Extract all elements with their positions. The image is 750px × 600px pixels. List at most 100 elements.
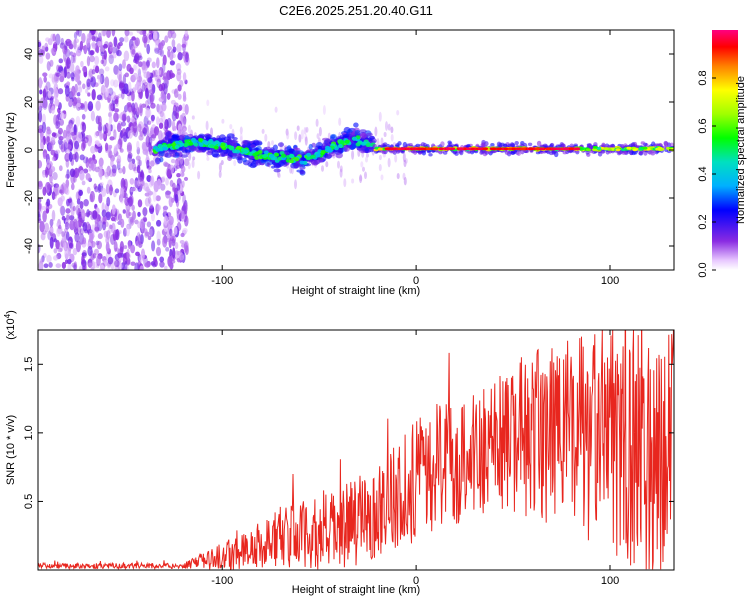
spectrogram-cell <box>79 228 84 235</box>
spectrogram-cell <box>277 161 285 166</box>
spectrogram-cell <box>44 46 49 52</box>
spectrogram-cell <box>118 167 123 174</box>
spectrogram-cell <box>100 59 105 65</box>
spectrogram-cell <box>38 213 41 222</box>
x-tick-label: 0 <box>413 275 419 287</box>
spectrogram-cell <box>39 258 45 264</box>
spectrogram-cell <box>101 209 107 218</box>
spectrogram-cell <box>117 93 122 99</box>
spectrogram-cell <box>218 170 222 178</box>
spectrogram-cell <box>86 209 90 218</box>
spectrogram-cell <box>104 66 110 72</box>
spectrogram-cell <box>89 55 95 63</box>
spectrogram-cell <box>46 254 52 263</box>
spectrogram-cell <box>155 40 159 49</box>
spectrogram-cell <box>108 144 113 149</box>
spectrogram-cell <box>105 211 112 221</box>
spectrogram-cell <box>153 126 160 136</box>
spectrogram-cell <box>601 142 606 148</box>
spectrogram-cell <box>156 69 162 76</box>
spectrogram-cell <box>55 263 62 269</box>
spectrogram-cell <box>380 174 384 181</box>
spectrogram-cell <box>364 147 369 154</box>
spectrogram-cell <box>285 128 289 136</box>
spectrogram-cell <box>111 124 116 134</box>
spectrogram-cell <box>242 140 251 144</box>
spectrogram-cell <box>87 262 93 268</box>
spectrogram-cell <box>51 156 56 162</box>
spectrogram-cell <box>95 100 101 111</box>
spectrogram-cell <box>520 141 525 145</box>
spectrogram-cell <box>94 226 100 232</box>
spectrogram-cell <box>177 52 183 61</box>
spectrogram-cell <box>132 127 137 136</box>
spectrogram-cell <box>79 154 85 161</box>
spectrogram-cell <box>323 139 330 147</box>
spectrogram-cell <box>450 147 456 151</box>
spectrogram-cell <box>415 143 420 148</box>
spectrogram-cell <box>149 226 155 237</box>
spectrogram-cell <box>52 33 56 42</box>
spectrogram-cell <box>38 202 42 213</box>
spectrogram-cell <box>120 218 125 228</box>
spectrogram-cell <box>164 265 168 270</box>
spectrogram-cell <box>129 216 135 226</box>
spectrogram-cell <box>165 131 172 137</box>
spectrogram-cell <box>173 226 178 235</box>
spectrogram-cell <box>74 38 79 44</box>
spectrogram-cell <box>81 254 85 266</box>
spectrogram-cell <box>125 209 131 219</box>
spectrogram-cell <box>38 55 44 64</box>
spectrogram-cell <box>206 99 210 107</box>
spectrogram-cell <box>108 54 114 65</box>
spectrogram-cell <box>146 43 151 55</box>
spectrogram-cell <box>46 61 51 71</box>
spectrogram-cell <box>171 142 177 147</box>
spectrogram-cell <box>321 165 324 172</box>
spectrogram-cell <box>179 252 184 261</box>
spectrogram-cell <box>131 102 135 113</box>
spectrogram-cell <box>149 93 154 105</box>
spectrogram-cell <box>187 124 191 134</box>
spectrogram-cell <box>119 37 125 43</box>
spectrogram-cell <box>76 97 81 104</box>
spectrogram-cell <box>396 109 400 116</box>
spectrogram-cell <box>360 161 364 168</box>
spectrogram-cell <box>94 185 99 193</box>
spectrogram-cell <box>214 140 220 145</box>
spectrogram-cell <box>400 147 406 151</box>
spectrogram-cell <box>76 103 81 108</box>
spectrogram-cell <box>145 107 151 119</box>
spectrogram-cell <box>75 240 81 253</box>
colorbar-tick-label: 0.8 <box>697 70 709 85</box>
spectrogram-cell <box>111 164 117 174</box>
spectrogram-cell <box>169 30 175 35</box>
spectrogram-cell <box>60 70 65 81</box>
spectrogram-cell <box>72 264 77 270</box>
spectrogram-cell <box>83 100 88 113</box>
spectrogram-cell <box>97 41 102 46</box>
spectrogram-cell <box>365 132 373 137</box>
spectrogram-cell <box>125 224 131 237</box>
spectrogram-cell <box>631 150 636 156</box>
spectrogram-cell <box>58 118 65 126</box>
spectrogram-cell <box>575 147 581 151</box>
spectrogram-cell <box>94 218 100 225</box>
spectrogram-cell <box>99 131 103 141</box>
spectrogram-cell <box>266 162 271 167</box>
spectrogram-cell <box>42 152 47 160</box>
spectrogram-cell <box>148 136 153 146</box>
spectrogram-cell <box>45 52 51 60</box>
spectrogram-cell <box>140 169 144 180</box>
spectrogram-cell <box>174 140 180 145</box>
spectrogram-cell <box>166 238 171 243</box>
spectrogram-cell <box>105 241 110 253</box>
spectrogram-cell <box>154 47 160 54</box>
spectrogram-cell <box>124 196 130 207</box>
spectrogram-cell <box>57 224 62 230</box>
x-tick-label: -100 <box>211 575 233 587</box>
spectrogram-cell <box>104 76 110 89</box>
spectrogram-cell <box>335 152 343 159</box>
spectrogram-cell <box>122 131 128 143</box>
spectrogram-cell <box>41 121 47 134</box>
